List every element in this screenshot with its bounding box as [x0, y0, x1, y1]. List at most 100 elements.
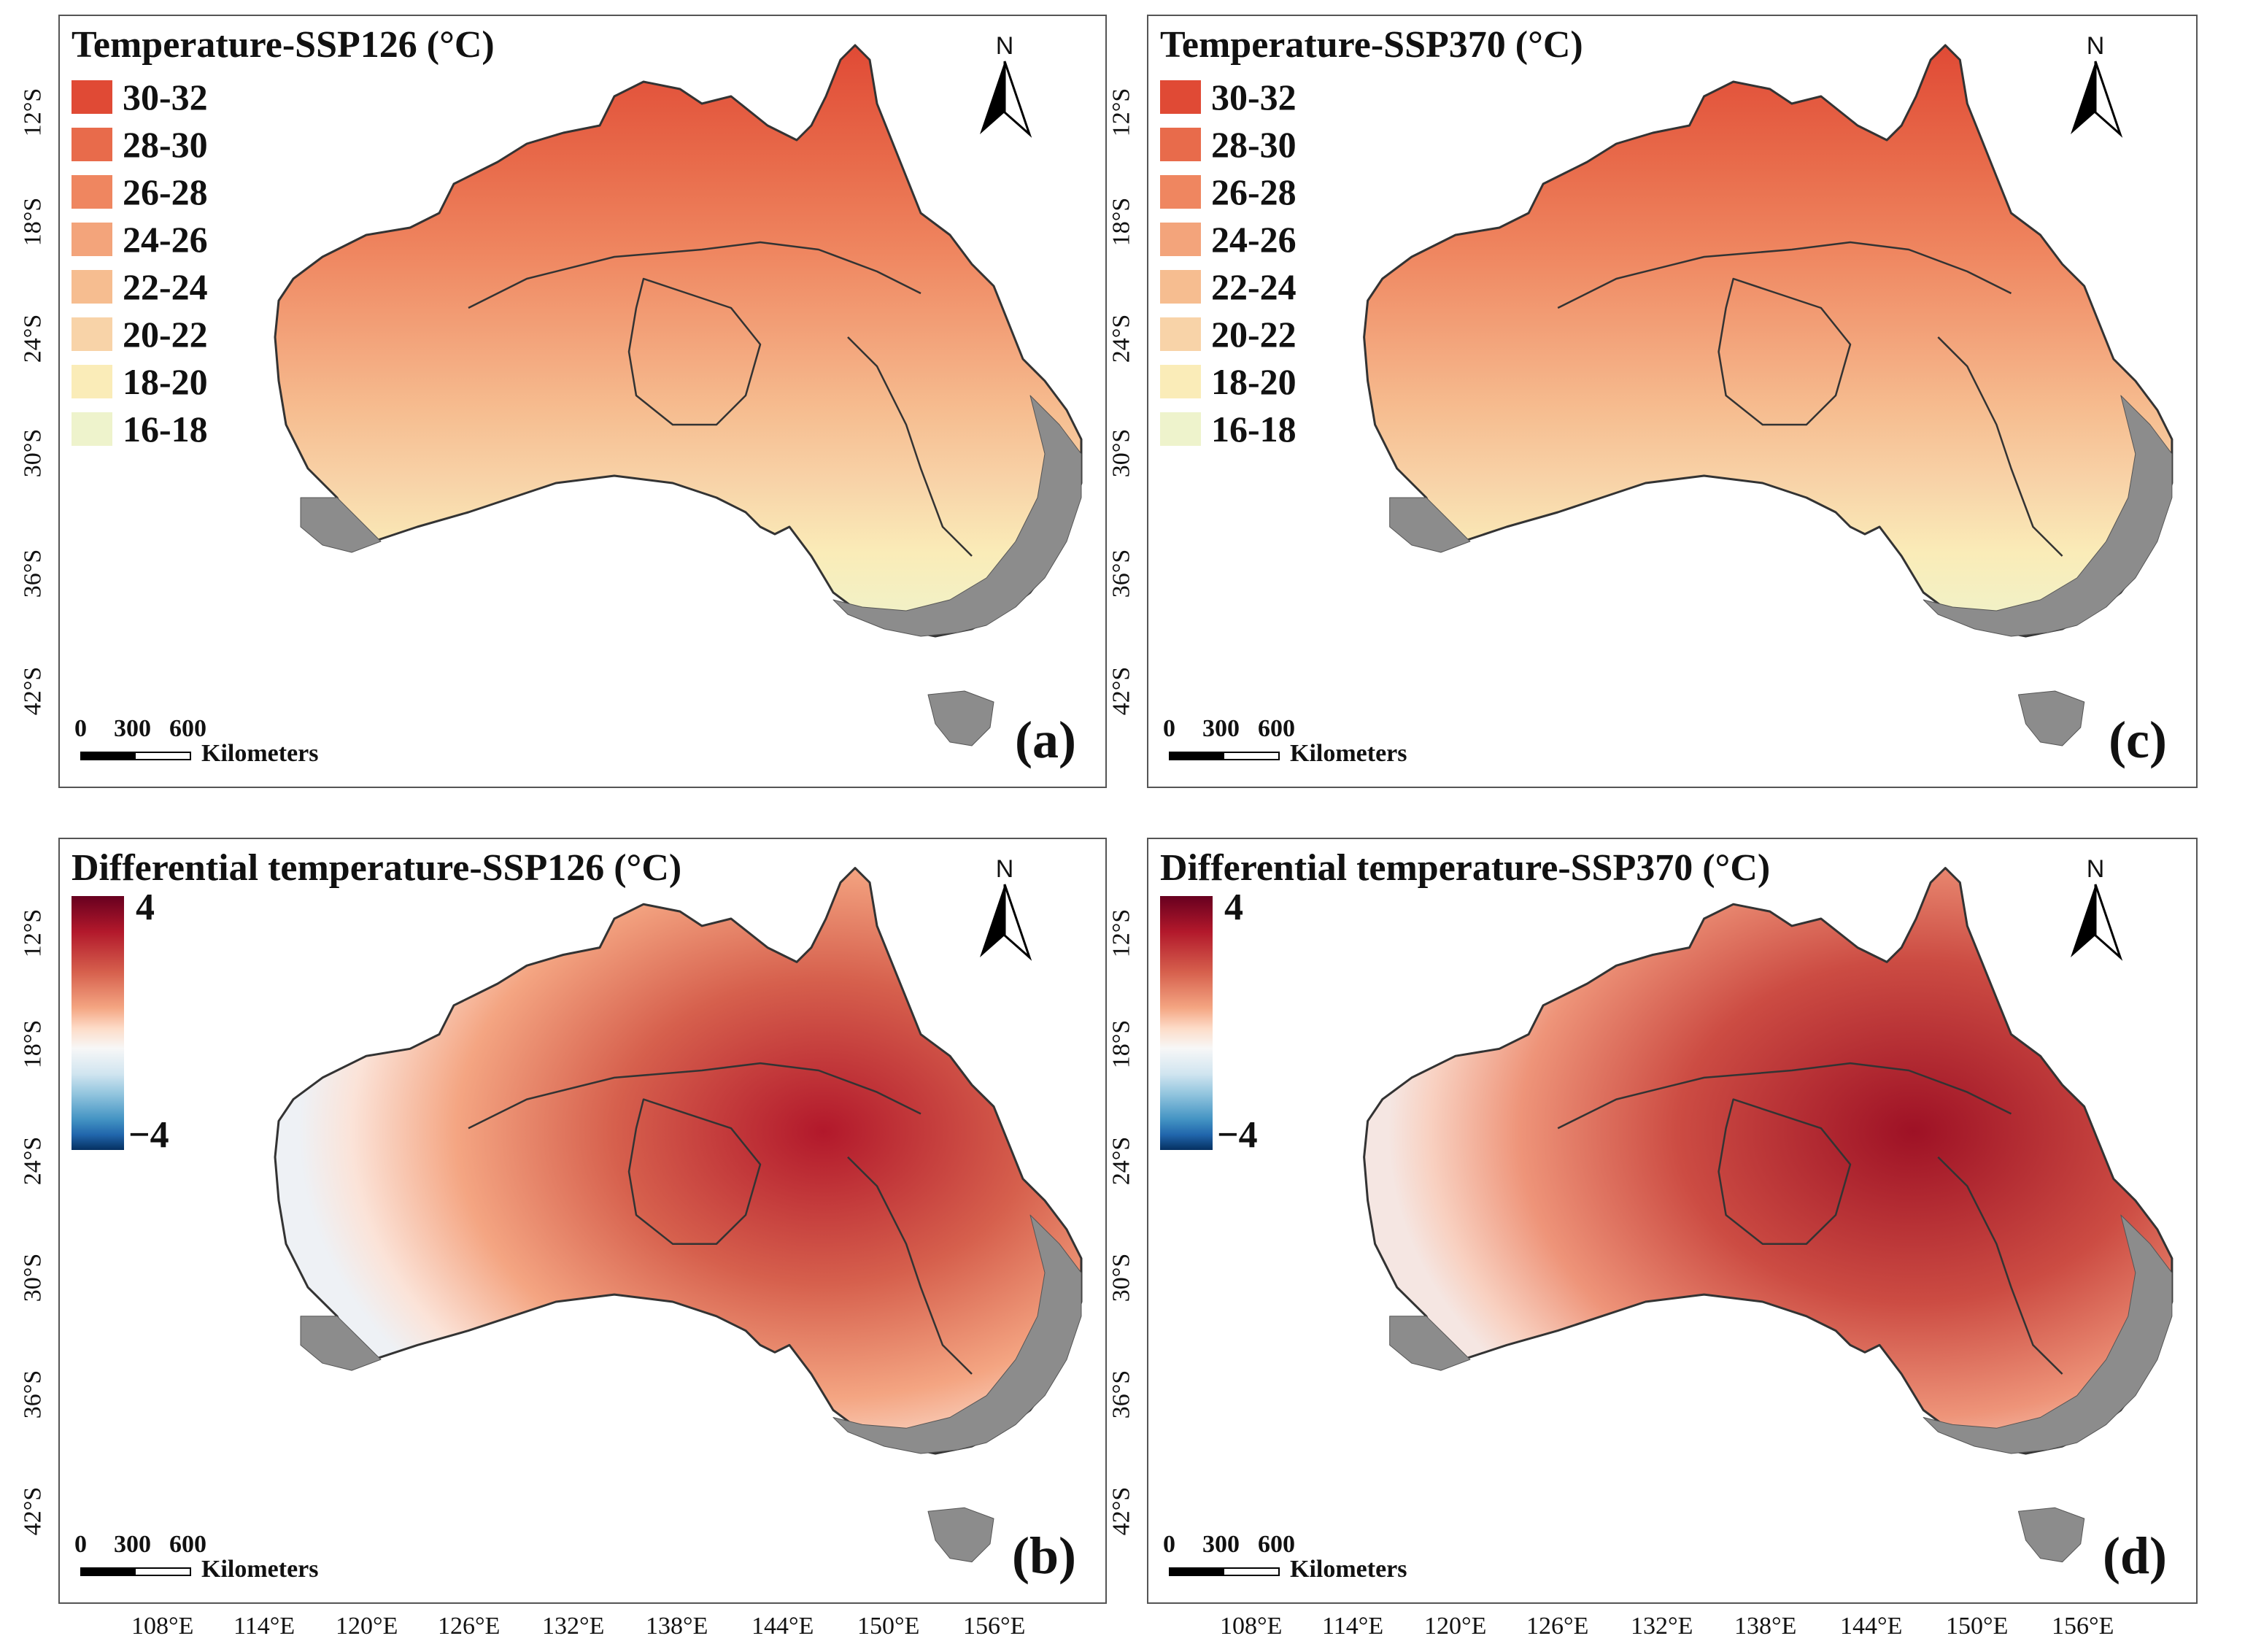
legend-item: 30-32 [1160, 73, 1297, 120]
legend-item: 16-18 [72, 405, 208, 452]
legend-swatch [72, 317, 112, 351]
legend-label: 18-20 [1211, 360, 1297, 402]
latitude-label: 36°S [1108, 549, 1135, 598]
panel-title: Differential temperature-SSP126 (°C) [72, 847, 682, 889]
zone-boundary [1717, 277, 1852, 426]
scale-unit: Kilometers [201, 740, 319, 767]
legend-item: 22-24 [72, 263, 208, 310]
australia-map [1363, 44, 2173, 746]
longitude-label: 144°E [1840, 1613, 1903, 1640]
zone-boundary [1937, 1156, 2063, 1375]
scale-unit: Kilometers [1290, 740, 1407, 767]
legend-swatch [1160, 127, 1201, 161]
colorbar-min-label: −4 [1217, 1114, 1258, 1156]
southwest-terrain [1389, 497, 1471, 553]
colorbar-min-label: −4 [128, 1114, 169, 1156]
north-label: N [2086, 855, 2105, 883]
legend-label: 22-24 [123, 266, 208, 307]
legend-swatch [1160, 80, 1201, 114]
scale-tick-300: 300 [1202, 1531, 1240, 1558]
legend-item: 22-24 [1160, 263, 1297, 310]
north-arrow-icon [2071, 61, 2123, 138]
scale-tick-600: 600 [169, 1531, 206, 1558]
differential-colorbar [72, 896, 124, 1150]
scale-tick-300: 300 [1202, 715, 1240, 742]
panel-label: (d) [2103, 1526, 2167, 1585]
legend-item: 28-30 [72, 120, 208, 168]
scale-tick-0: 0 [1163, 715, 1175, 742]
latitude-label: 24°S [1108, 1136, 1135, 1186]
legend-label: 16-18 [1211, 408, 1297, 449]
latitude-label: 24°S [19, 314, 47, 363]
longitude-label: 114°E [233, 1613, 295, 1640]
scale-bar: 0 300 600 Kilometers [1160, 715, 1467, 773]
panel-title: Differential temperature-SSP370 (°C) [1160, 847, 1771, 889]
legend-swatch [1160, 412, 1201, 446]
scale-bar-graphic [80, 752, 191, 760]
legend-item: 30-32 [72, 73, 208, 120]
latitude-label: 12°S [1108, 908, 1135, 958]
latitude-label: 36°S [1108, 1370, 1135, 1419]
north-arrow-icon [980, 61, 1032, 138]
legend-swatch [72, 174, 112, 209]
latitude-label: 24°S [19, 1136, 47, 1186]
longitude-label: 120°E [336, 1613, 398, 1640]
longitude-label: 132°E [542, 1613, 605, 1640]
temperature-legend: 30-32 28-30 26-28 24-26 22-24 20-22 18-20 16-18 [1160, 73, 1297, 452]
north-arrow-icon [980, 884, 1032, 961]
scale-bar-graphic [1169, 1567, 1280, 1576]
legend-label: 26-28 [123, 171, 208, 212]
legend-item: 26-28 [72, 168, 208, 215]
legend-item: 18-20 [72, 358, 208, 405]
eastern-highlands-terrain [1923, 1214, 2173, 1454]
longitude-label: 138°E [1734, 1613, 1797, 1640]
scale-bar: 0 300 600 Kilometers [72, 1531, 378, 1589]
legend-swatch [1160, 364, 1201, 398]
legend-item: 20-22 [72, 310, 208, 358]
differential-colorbar [1160, 896, 1213, 1150]
north-label: N [995, 32, 1014, 60]
latitude-label: 36°S [19, 549, 47, 598]
panel-label: (a) [1015, 711, 1076, 769]
scale-bar-graphic [1169, 752, 1280, 760]
legend-swatch [72, 80, 112, 114]
panel-label: (c) [2109, 711, 2167, 769]
colorbar-max-label: 4 [136, 887, 155, 928]
zone-boundary [627, 1098, 762, 1245]
legend-label: 22-24 [1211, 266, 1297, 307]
panel-title: Temperature-SSP370 (°C) [1160, 24, 1583, 66]
latitude-label: 18°S [19, 1019, 47, 1069]
tasmania [2018, 1507, 2085, 1563]
scale-unit: Kilometers [1290, 1556, 1407, 1583]
longitude-label: 156°E [963, 1613, 1026, 1640]
north-arrow: N [974, 855, 1035, 965]
legend-item: 24-26 [72, 215, 208, 263]
legend-swatch [72, 412, 112, 446]
scale-tick-300: 300 [114, 715, 151, 742]
legend-item: 24-26 [1160, 215, 1297, 263]
southwest-terrain [1389, 1316, 1471, 1371]
legend-swatch [1160, 317, 1201, 351]
zone-boundary [1937, 336, 2063, 557]
north-label: N [995, 855, 1014, 883]
legend-label: 30-32 [123, 76, 208, 117]
scale-tick-300: 300 [114, 1531, 151, 1558]
panel-d-differential-ssp370: Differential temperature-SSP370 (°C) 4 −… [1147, 838, 2198, 1604]
legend-label: 28-30 [123, 123, 208, 165]
legend-label: 28-30 [1211, 123, 1297, 165]
longitude-label: 114°E [1322, 1613, 1384, 1640]
latitude-label: 12°S [1108, 88, 1135, 137]
latitude-label: 30°S [1108, 428, 1135, 478]
legend-label: 26-28 [1211, 171, 1297, 212]
temperature-legend: 30-32 28-30 26-28 24-26 22-24 20-22 18-20 16-18 [72, 73, 208, 452]
legend-item: 16-18 [1160, 405, 1297, 452]
longitude-label: 144°E [751, 1613, 814, 1640]
longitude-label: 156°E [2052, 1613, 2114, 1640]
latitude-label: 30°S [19, 428, 47, 478]
latitude-label: 18°S [1108, 1019, 1135, 1069]
latitude-label: 42°S [19, 1486, 47, 1536]
legend-label: 30-32 [1211, 76, 1297, 117]
legend-item: 18-20 [1160, 358, 1297, 405]
scale-tick-0: 0 [1163, 1531, 1175, 1558]
longitude-label: 120°E [1424, 1613, 1487, 1640]
